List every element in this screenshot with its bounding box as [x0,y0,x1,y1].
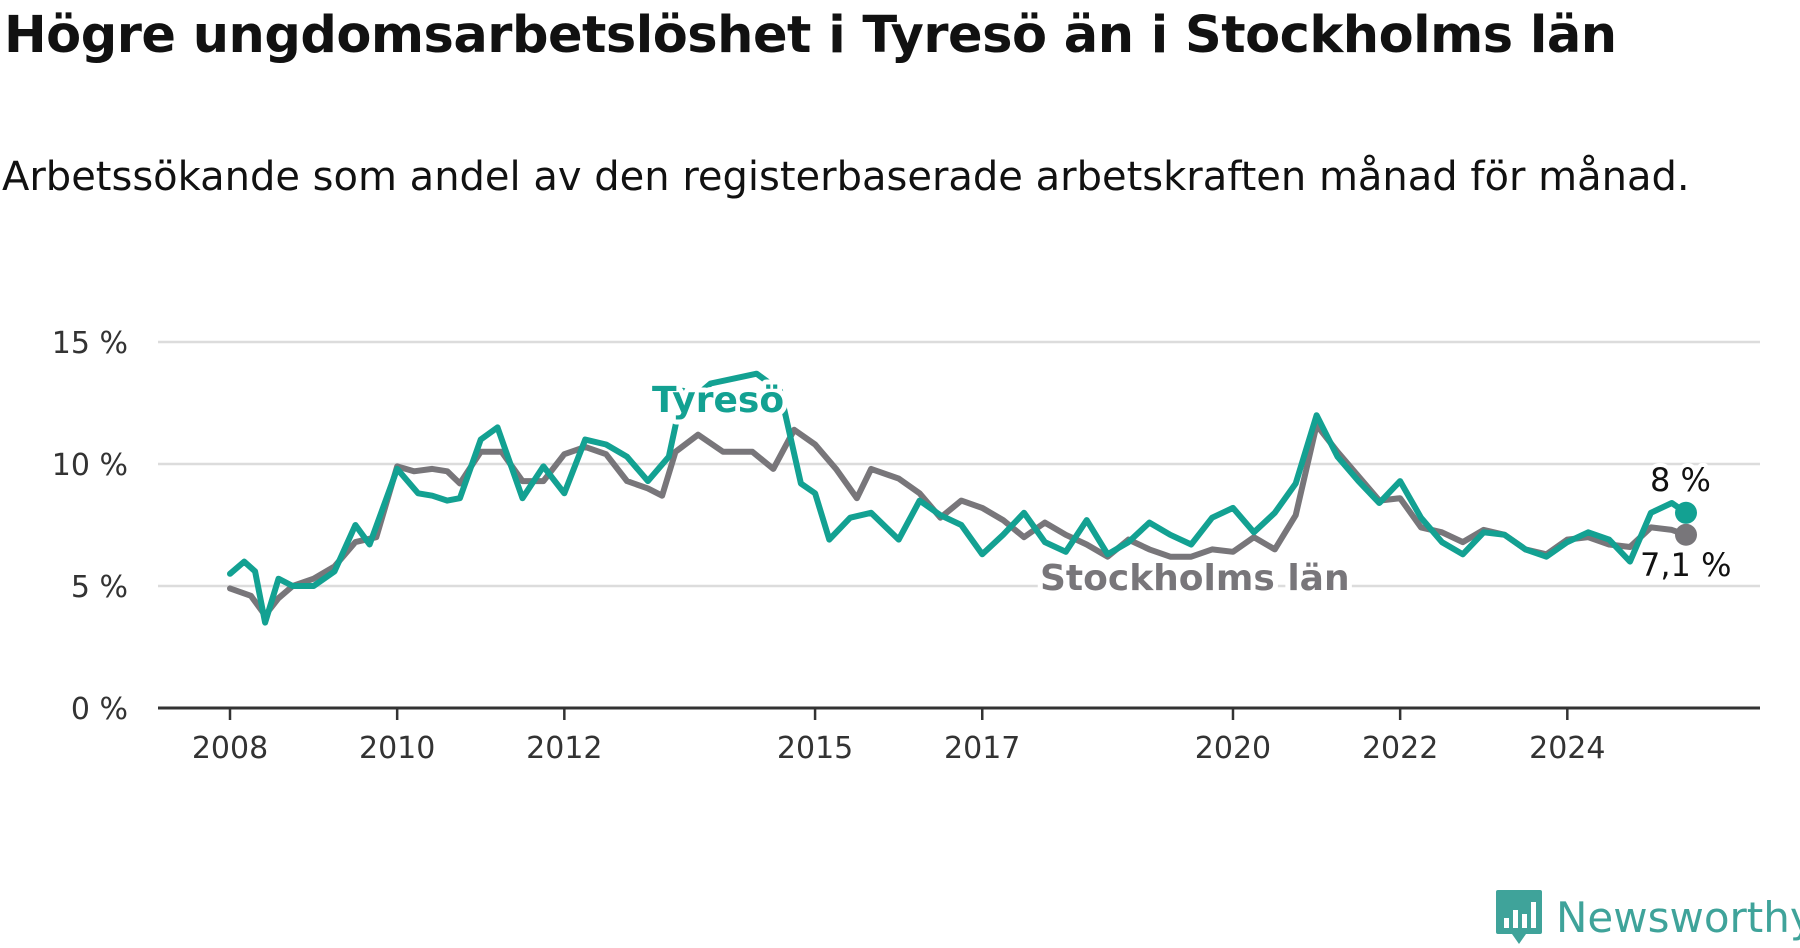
newsworthy-logo: Newsworthy [1494,888,1800,946]
series-end-point [1675,501,1697,524]
end-value-label-stockholms-lan: 7,1 % [1640,546,1731,584]
x-tick-label: 2015 [777,731,853,766]
x-tick-label: 2020 [1195,731,1271,766]
series-line-tyresö [227,370,1689,626]
y-tick-label: 5 % [71,570,128,605]
y-tick-label: 0 % [71,692,128,727]
x-tick-label: 2017 [944,731,1020,766]
series-label-stockholms-lan: Stockholms län [1040,558,1350,599]
end-value-label-tyreso: 8 % [1650,461,1711,499]
x-tick-label: 2012 [526,731,602,766]
chart-subtitle: Arbetssökande som andel av den registerb… [2,154,1690,200]
x-tick-label: 2008 [192,731,268,766]
series-label-tyreso: Tyresö [652,380,784,421]
x-tick-label: 2010 [359,731,435,766]
y-tick-label: 15 % [52,326,128,361]
x-tick-label: 2022 [1362,731,1438,766]
series-end-point [1675,523,1697,546]
x-tick-label: 2024 [1529,731,1605,766]
y-tick-label: 10 % [52,448,128,483]
newsworthy-logo-icon [1496,890,1542,944]
newsworthy-logo-text: Newsworthy [1556,892,1800,942]
line-chart: 0 % 5 % 10 % 15 % 2008 2010 2012 2015 2017 2020 20… [52,326,1760,766]
chart-title: Högre ungdomsarbetslöshet i Tyresö än i … [4,6,1617,65]
